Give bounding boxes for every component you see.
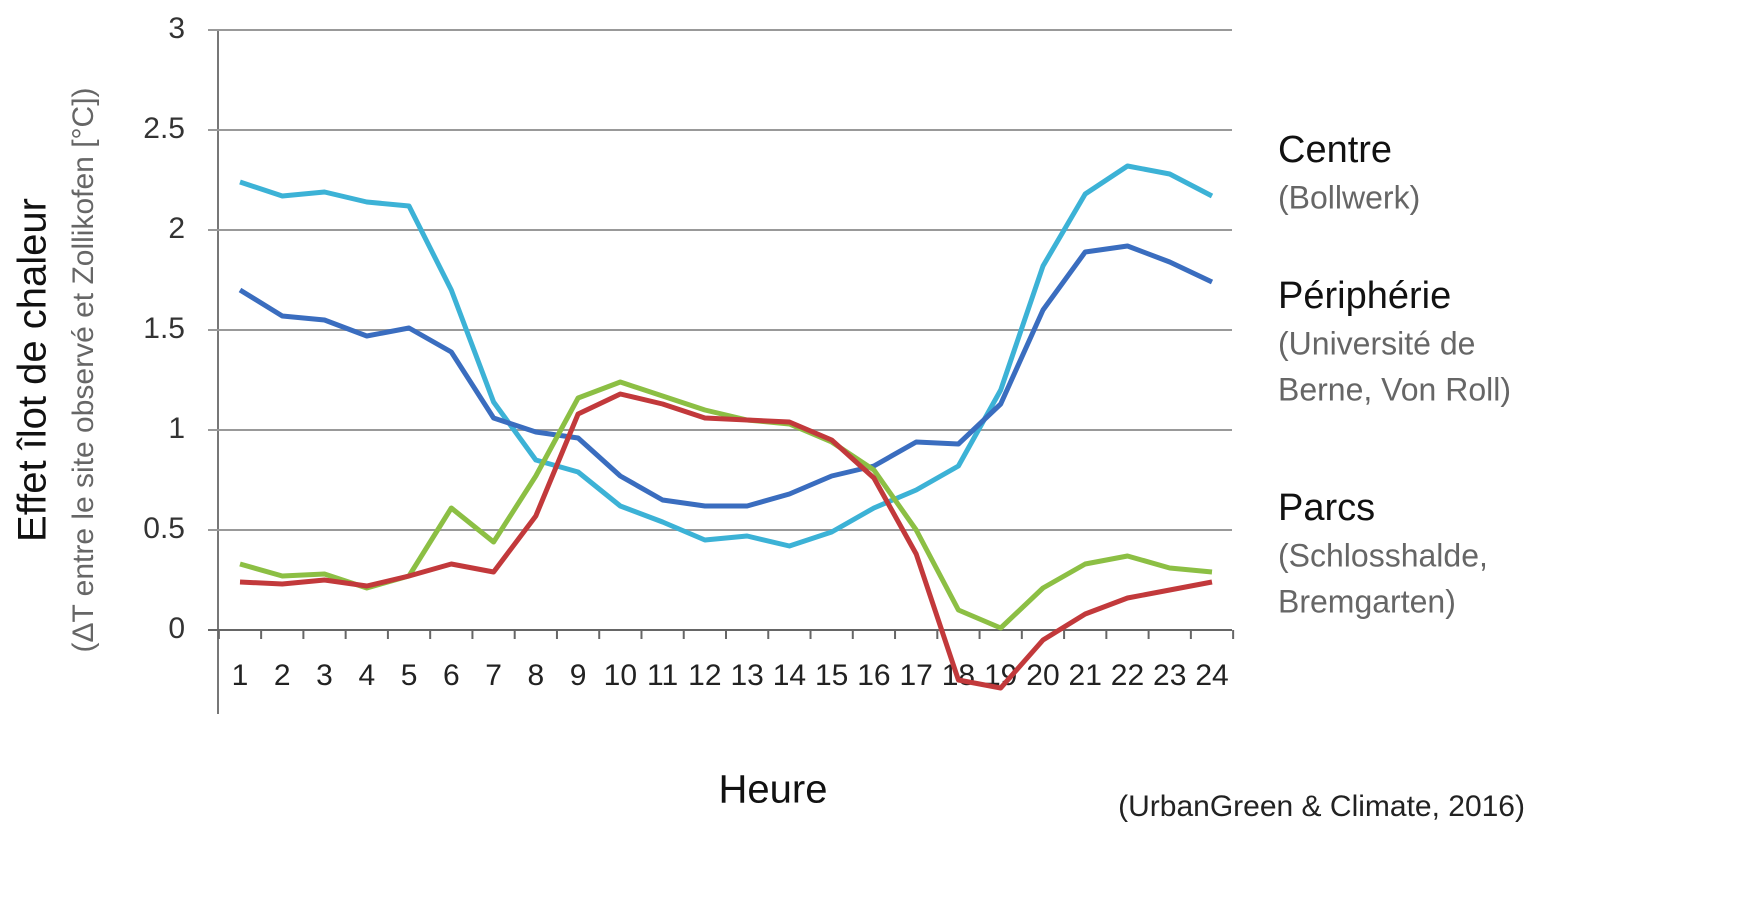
- x-tick-label: 5: [401, 659, 418, 692]
- annotation-label: Parcs: [1278, 487, 1375, 529]
- y-axis-subtitle: (ΔT entre le site observé et Zollikofen …: [67, 87, 100, 652]
- annotation-label: Centre: [1278, 129, 1392, 171]
- x-tick-label: 2: [274, 659, 291, 692]
- source: (UrbanGreen & Climate, 2016): [1118, 790, 1525, 823]
- annotation-detail: (Université de: [1278, 325, 1475, 361]
- x-tick-label: 17: [899, 659, 932, 692]
- annotation-label: Périphérie: [1278, 275, 1451, 317]
- x-tick-label: 1: [232, 659, 249, 692]
- x-tick-label: 23: [1153, 659, 1186, 692]
- annotation-detail: (Schlosshalde,: [1278, 537, 1488, 573]
- x-tick-label: 6: [443, 659, 460, 692]
- y-tick-label: 0.5: [143, 512, 185, 545]
- x-tick-label: 9: [570, 659, 587, 692]
- y-tick-label: 0: [168, 612, 185, 645]
- x-tick-label: 20: [1026, 659, 1059, 692]
- x-tick-label: 24: [1195, 659, 1228, 692]
- annotation-detail: Bremgarten): [1278, 583, 1456, 619]
- annotation-detail: (Bollwerk): [1278, 179, 1420, 215]
- x-tick-label: 15: [815, 659, 848, 692]
- x-tick-label: 11: [647, 659, 678, 692]
- y-tick-label: 1: [168, 412, 185, 445]
- x-tick-label: 7: [485, 659, 502, 692]
- x-axis-title: Heure: [719, 768, 828, 812]
- y-axis-title: Effet îlot de chaleur: [11, 198, 55, 542]
- x-tick-label: 12: [688, 659, 721, 692]
- y-tick-label: 3: [168, 12, 185, 45]
- x-tick-label: 10: [604, 659, 637, 692]
- x-tick-label: 4: [358, 659, 375, 692]
- x-tick-label: 13: [730, 659, 763, 692]
- y-tick-label: 1.5: [143, 312, 185, 345]
- x-tick-label: 16: [857, 659, 890, 692]
- y-tick-label: 2: [168, 212, 185, 245]
- series-line: [238, 243, 1214, 509]
- x-tick-label: 21: [1069, 659, 1102, 692]
- series-line: [239, 391, 1213, 691]
- x-tick-label: 8: [527, 659, 544, 692]
- x-tick-label: 3: [316, 659, 333, 692]
- x-tick-label: 22: [1111, 659, 1144, 692]
- y-tick-label: 2.5: [143, 112, 185, 145]
- series-line: [239, 163, 1214, 549]
- annotation-detail: Berne, Von Roll): [1278, 371, 1511, 407]
- x-tick-label: 14: [773, 659, 806, 692]
